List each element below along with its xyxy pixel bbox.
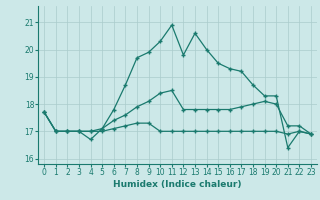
X-axis label: Humidex (Indice chaleur): Humidex (Indice chaleur) (113, 180, 242, 189)
